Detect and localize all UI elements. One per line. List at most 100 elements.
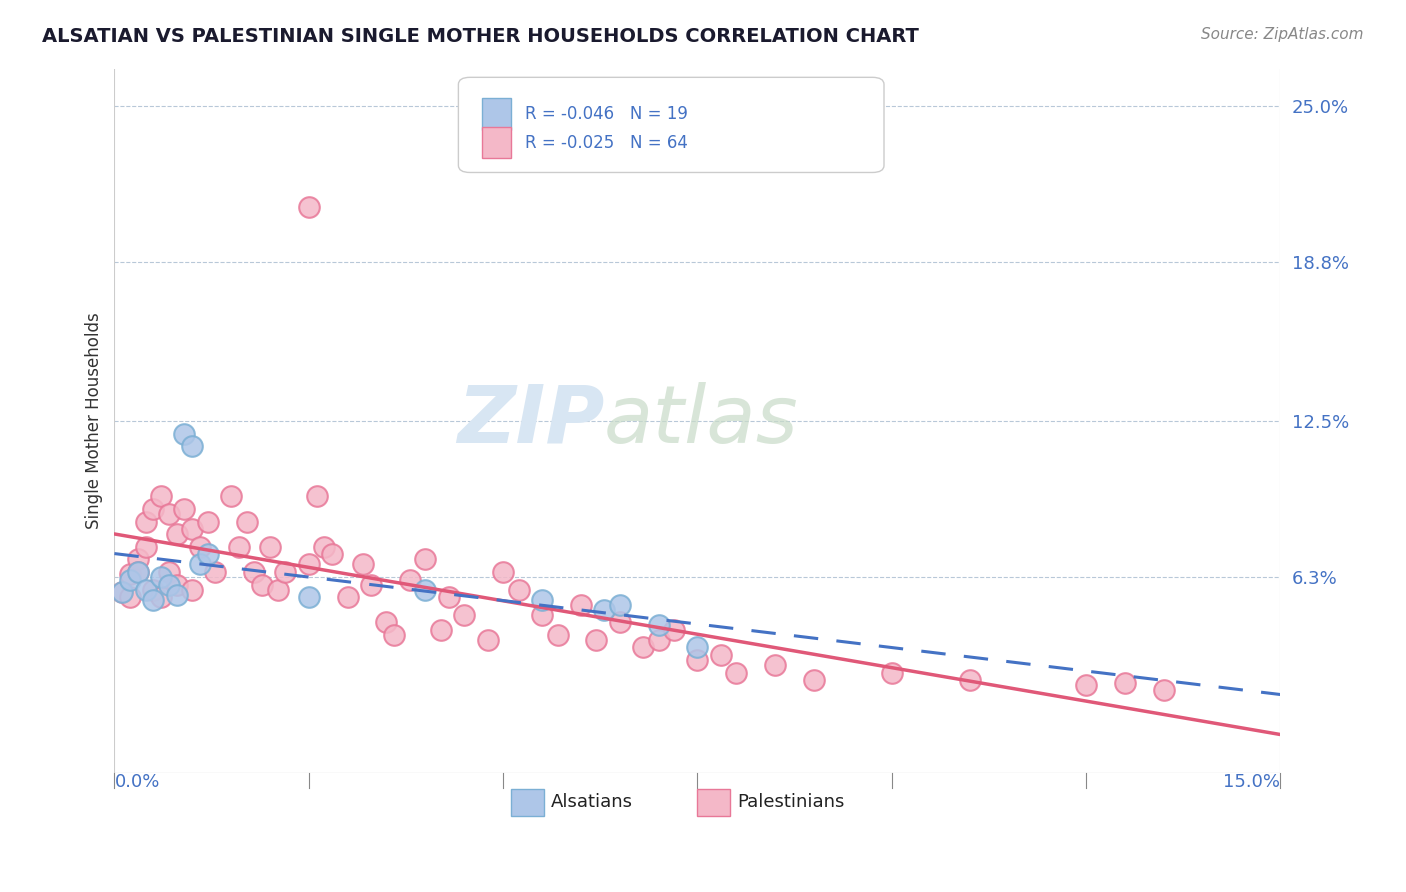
Text: R = -0.025   N = 64: R = -0.025 N = 64 — [524, 134, 688, 152]
Point — [585, 632, 607, 647]
Point — [763, 658, 786, 673]
Point — [305, 490, 328, 504]
Point — [127, 552, 149, 566]
Point — [1074, 678, 1097, 692]
Text: atlas: atlas — [605, 382, 799, 460]
Point — [228, 540, 250, 554]
FancyBboxPatch shape — [697, 789, 730, 815]
Point — [453, 607, 475, 622]
Text: R = -0.046   N = 19: R = -0.046 N = 19 — [524, 105, 688, 123]
Point — [415, 552, 437, 566]
Point — [352, 558, 374, 572]
Text: ALSATIAN VS PALESTINIAN SINGLE MOTHER HOUSEHOLDS CORRELATION CHART: ALSATIAN VS PALESTINIAN SINGLE MOTHER HO… — [42, 27, 920, 45]
Point — [662, 623, 685, 637]
Text: Alsatians: Alsatians — [551, 793, 633, 811]
Point — [686, 653, 709, 667]
Y-axis label: Single Mother Households: Single Mother Households — [86, 312, 103, 529]
Text: Source: ZipAtlas.com: Source: ZipAtlas.com — [1201, 27, 1364, 42]
Point — [609, 615, 631, 630]
FancyBboxPatch shape — [482, 127, 510, 159]
Point — [609, 598, 631, 612]
FancyBboxPatch shape — [458, 78, 884, 172]
Point — [142, 582, 165, 597]
Point — [492, 565, 515, 579]
Point — [250, 577, 273, 591]
Text: 0.0%: 0.0% — [114, 773, 160, 791]
Point — [593, 603, 616, 617]
Point — [150, 570, 173, 584]
Point — [157, 565, 180, 579]
Point — [321, 547, 343, 561]
Point — [142, 502, 165, 516]
FancyBboxPatch shape — [510, 789, 544, 815]
Point — [880, 665, 903, 680]
Point — [547, 628, 569, 642]
Point — [360, 577, 382, 591]
Point — [181, 582, 204, 597]
Point — [298, 558, 321, 572]
FancyBboxPatch shape — [482, 98, 510, 130]
Point — [127, 565, 149, 579]
Point — [631, 640, 654, 655]
Point — [127, 565, 149, 579]
Point — [150, 590, 173, 604]
Point — [204, 565, 226, 579]
Point — [134, 582, 156, 597]
Point — [710, 648, 733, 662]
Point — [1153, 683, 1175, 698]
Point — [235, 515, 257, 529]
Point — [530, 592, 553, 607]
Point — [375, 615, 398, 630]
Point — [157, 507, 180, 521]
Point — [266, 582, 288, 597]
Point — [188, 540, 211, 554]
Point — [959, 673, 981, 688]
Point — [134, 540, 156, 554]
Point — [298, 590, 321, 604]
Point — [118, 573, 141, 587]
Point — [134, 515, 156, 529]
Point — [118, 590, 141, 604]
Point — [314, 540, 336, 554]
Point — [398, 573, 420, 587]
Point — [181, 522, 204, 536]
Point — [1114, 675, 1136, 690]
Point — [725, 665, 748, 680]
Point — [803, 673, 825, 688]
Text: 15.0%: 15.0% — [1223, 773, 1281, 791]
Point — [243, 565, 266, 579]
Point — [157, 577, 180, 591]
Point — [181, 439, 204, 453]
Point — [188, 558, 211, 572]
Point — [686, 640, 709, 655]
Point — [298, 200, 321, 214]
Point — [197, 547, 219, 561]
Point — [477, 632, 499, 647]
Point — [437, 590, 460, 604]
Point — [111, 585, 134, 599]
Point — [647, 617, 669, 632]
Point — [569, 598, 592, 612]
Point — [336, 590, 359, 604]
Point — [111, 585, 134, 599]
Point — [382, 628, 405, 642]
Text: Palestinians: Palestinians — [737, 793, 845, 811]
Point — [197, 515, 219, 529]
Point — [415, 582, 437, 597]
Point — [430, 623, 453, 637]
Point — [166, 527, 188, 541]
Point — [219, 490, 242, 504]
Point — [142, 592, 165, 607]
Text: ZIP: ZIP — [457, 382, 605, 460]
Point — [530, 607, 553, 622]
Point — [259, 540, 281, 554]
Point — [173, 426, 195, 441]
Point — [166, 577, 188, 591]
Point — [274, 565, 297, 579]
Point — [647, 632, 669, 647]
Point — [173, 502, 195, 516]
Point — [508, 582, 530, 597]
Point — [118, 567, 141, 582]
Point — [150, 490, 173, 504]
Point — [166, 588, 188, 602]
